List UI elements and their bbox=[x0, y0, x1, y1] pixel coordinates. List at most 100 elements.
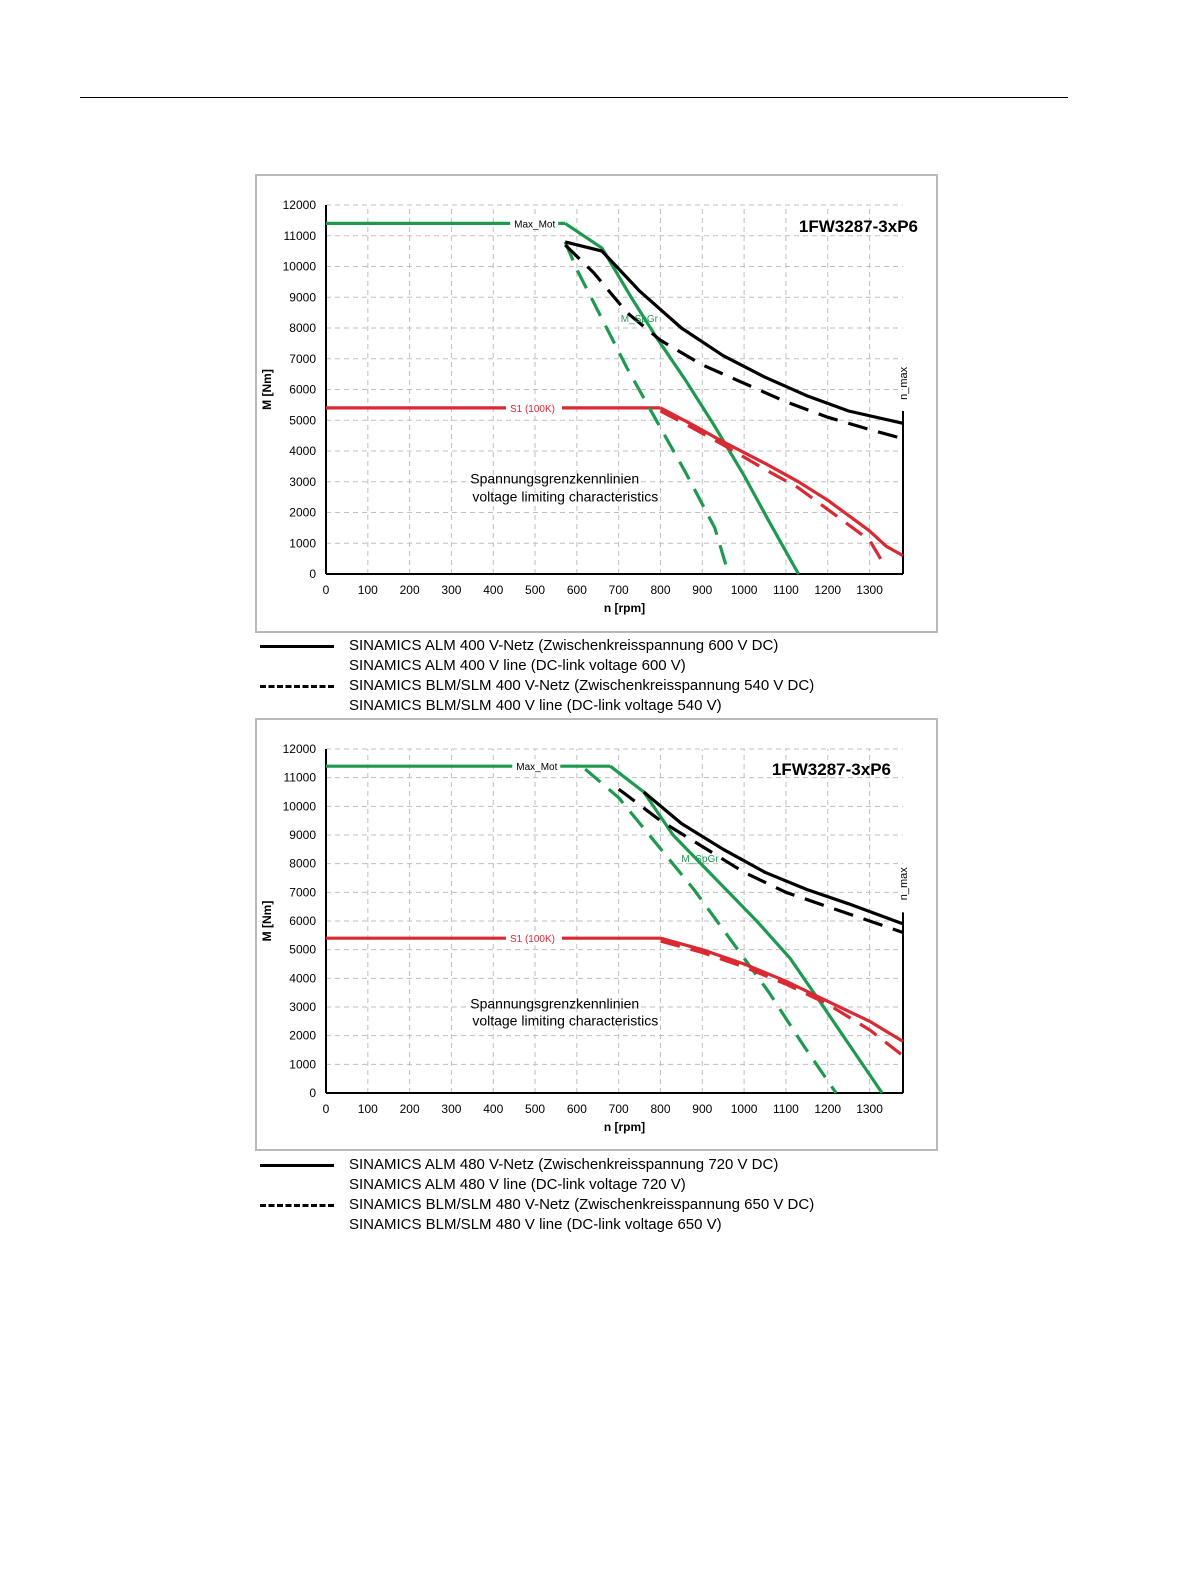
legend-1-solid-row-2: SINAMICS ALM 400 V line (DC-link voltage… bbox=[258, 656, 958, 676]
y-tick-label: 0 bbox=[309, 1086, 316, 1100]
y-tick-label: 7000 bbox=[289, 352, 316, 366]
annotation-text-2: voltage limiting characteristics bbox=[472, 1013, 658, 1029]
y-tick-label: 6000 bbox=[289, 383, 316, 397]
legend-1-dashed-text-1: SINAMICS BLM/SLM 400 V-Netz (Zwischenkre… bbox=[349, 677, 815, 694]
x-tick-label: 500 bbox=[525, 1102, 545, 1116]
series-line-5 bbox=[617, 787, 904, 935]
n-max-label: n_max bbox=[898, 366, 910, 400]
m-spgr-label: M_SpGr bbox=[681, 854, 719, 865]
x-tick-label: 0 bbox=[323, 1102, 330, 1116]
dashed-line-swatch bbox=[260, 685, 334, 688]
legend-2-dashed-row: SINAMICS BLM/SLM 480 V-Netz (Zwischenkre… bbox=[258, 1195, 958, 1215]
y-tick-label: 6000 bbox=[289, 914, 316, 928]
y-tick-label: 2000 bbox=[289, 506, 316, 520]
s1-label: S1 (100K) bbox=[510, 404, 555, 415]
y-tick-label: 11000 bbox=[284, 229, 317, 243]
x-axis-label: n [rpm] bbox=[604, 1120, 645, 1134]
chart-1: 0100020003000400050006000700080009000100… bbox=[260, 198, 918, 615]
y-tick-label: 9000 bbox=[289, 828, 316, 842]
top-rule bbox=[80, 97, 1068, 98]
legend-2-solid-row: SINAMICS ALM 480 V-Netz (Zwischenkreissp… bbox=[258, 1155, 958, 1175]
n-max-label: n_max bbox=[898, 867, 910, 901]
solid-line-swatch bbox=[260, 645, 334, 648]
series-line-3 bbox=[584, 767, 838, 1094]
y-tick-label: 10000 bbox=[283, 260, 317, 274]
x-tick-label: 1300 bbox=[856, 1102, 883, 1116]
annotation-text-2: voltage limiting characteristics bbox=[472, 489, 658, 505]
legend-1-solid-text-1: SINAMICS ALM 400 V-Netz (Zwischenkreissp… bbox=[349, 637, 779, 654]
solid-line-swatch bbox=[260, 1164, 334, 1167]
series-line-7 bbox=[659, 409, 886, 566]
series-line-4 bbox=[564, 240, 904, 425]
y-tick-label: 4000 bbox=[289, 444, 316, 458]
x-tick-label: 0 bbox=[323, 583, 330, 597]
x-tick-label: 900 bbox=[692, 1102, 712, 1116]
y-tick-label: 8000 bbox=[289, 857, 316, 871]
series-line-3 bbox=[563, 241, 731, 575]
legend-1: SINAMICS ALM 400 V-Netz (Zwischenkreissp… bbox=[258, 636, 958, 716]
grid bbox=[326, 204, 903, 575]
y-tick-label: 0 bbox=[309, 567, 316, 581]
x-tick-label: 300 bbox=[441, 583, 461, 597]
legend-2-dashed-text-1: SINAMICS BLM/SLM 480 V-Netz (Zwischenkre… bbox=[349, 1196, 815, 1213]
legend-2-solid-text-1: SINAMICS ALM 480 V-Netz (Zwischenkreissp… bbox=[349, 1156, 779, 1173]
series-line-2 bbox=[609, 764, 884, 1094]
x-tick-label: 900 bbox=[692, 583, 712, 597]
x-tick-label: 1000 bbox=[731, 1102, 758, 1116]
x-tick-label: 400 bbox=[483, 583, 503, 597]
series-line-6 bbox=[660, 936, 904, 1043]
y-tick-label: 9000 bbox=[289, 290, 316, 304]
y-tick-label: 4000 bbox=[289, 971, 316, 985]
series-line-6 bbox=[659, 406, 904, 557]
legend-1-dashed-text-2: SINAMICS BLM/SLM 400 V line (DC-link vol… bbox=[349, 697, 722, 714]
series-line-5 bbox=[564, 243, 904, 441]
y-axis-label: M [Nm] bbox=[260, 369, 274, 410]
m-spgr-label: M_SpGr bbox=[621, 314, 659, 325]
s1-label-bg bbox=[505, 931, 562, 946]
max-mot-label: Max_Mot bbox=[516, 762, 557, 773]
x-tick-label: 200 bbox=[400, 583, 420, 597]
y-tick-label: 12000 bbox=[283, 198, 317, 212]
x-tick-label: 500 bbox=[525, 583, 545, 597]
legend-2-dashed-text-2: SINAMICS BLM/SLM 480 V line (DC-link vol… bbox=[349, 1216, 722, 1233]
x-tick-label: 1100 bbox=[773, 583, 799, 597]
x-tick-label: 100 bbox=[358, 583, 378, 597]
x-tick-label: 1200 bbox=[814, 583, 841, 597]
grid bbox=[326, 748, 903, 1094]
x-tick-label: 700 bbox=[609, 1102, 629, 1116]
chart-2-frame: 0 1000 2000 3000 4000 5000 6000 7000 8000 9000 100… bbox=[255, 718, 938, 1151]
chart-title: 1FW3287-3xP6 bbox=[772, 760, 891, 779]
x-tick-label: 800 bbox=[650, 1102, 670, 1116]
max-mot-label-bg bbox=[512, 759, 561, 774]
legend-1-dashed-row: SINAMICS BLM/SLM 400 V-Netz (Zwischenkre… bbox=[258, 676, 958, 696]
annotation-text-1: Spannungsgrenzkennlinien bbox=[470, 470, 639, 486]
chart-1-frame: 0 1000 2000 3000 4000 5000 6000 7000 8000 9000 100… bbox=[255, 174, 938, 633]
y-tick-label: 8000 bbox=[289, 321, 316, 335]
y-tick-label: 10000 bbox=[283, 799, 317, 813]
max-mot-label: Max_Mot bbox=[514, 219, 555, 230]
legend-2-solid-row-2: SINAMICS ALM 480 V line (DC-link voltage… bbox=[258, 1175, 958, 1195]
max-mot-label-bg bbox=[510, 216, 559, 231]
y-tick-label: 7000 bbox=[289, 885, 316, 899]
legend-1-solid-text-2: SINAMICS ALM 400 V line (DC-link voltage… bbox=[349, 657, 686, 674]
s1-label: S1 (100K) bbox=[510, 934, 555, 945]
x-tick-label: 600 bbox=[567, 1102, 587, 1116]
x-tick-label: 200 bbox=[400, 1102, 420, 1116]
series-line-4 bbox=[642, 790, 904, 926]
legend-2-solid-text-2: SINAMICS ALM 480 V line (DC-link voltage… bbox=[349, 1176, 686, 1193]
y-tick-label: 1000 bbox=[289, 536, 316, 550]
x-tick-label: 700 bbox=[609, 583, 629, 597]
x-tick-label: 1200 bbox=[814, 1102, 841, 1116]
dashed-line-swatch bbox=[260, 1204, 334, 1207]
y-tick-label: 5000 bbox=[289, 413, 316, 427]
y-tick-label: 3000 bbox=[289, 1000, 316, 1014]
series-line-7 bbox=[660, 939, 904, 1057]
x-tick-label: 100 bbox=[358, 1102, 378, 1116]
x-tick-label: 600 bbox=[567, 583, 587, 597]
y-tick-label: 2000 bbox=[289, 1029, 316, 1043]
x-tick-label: 800 bbox=[650, 583, 670, 597]
chart-title: 1FW3287-3xP6 bbox=[799, 217, 918, 236]
legend-2-dashed-row-2: SINAMICS BLM/SLM 480 V line (DC-link vol… bbox=[258, 1215, 958, 1235]
y-axis-label: M [Nm] bbox=[260, 901, 274, 942]
y-tick-label: 5000 bbox=[289, 943, 316, 957]
